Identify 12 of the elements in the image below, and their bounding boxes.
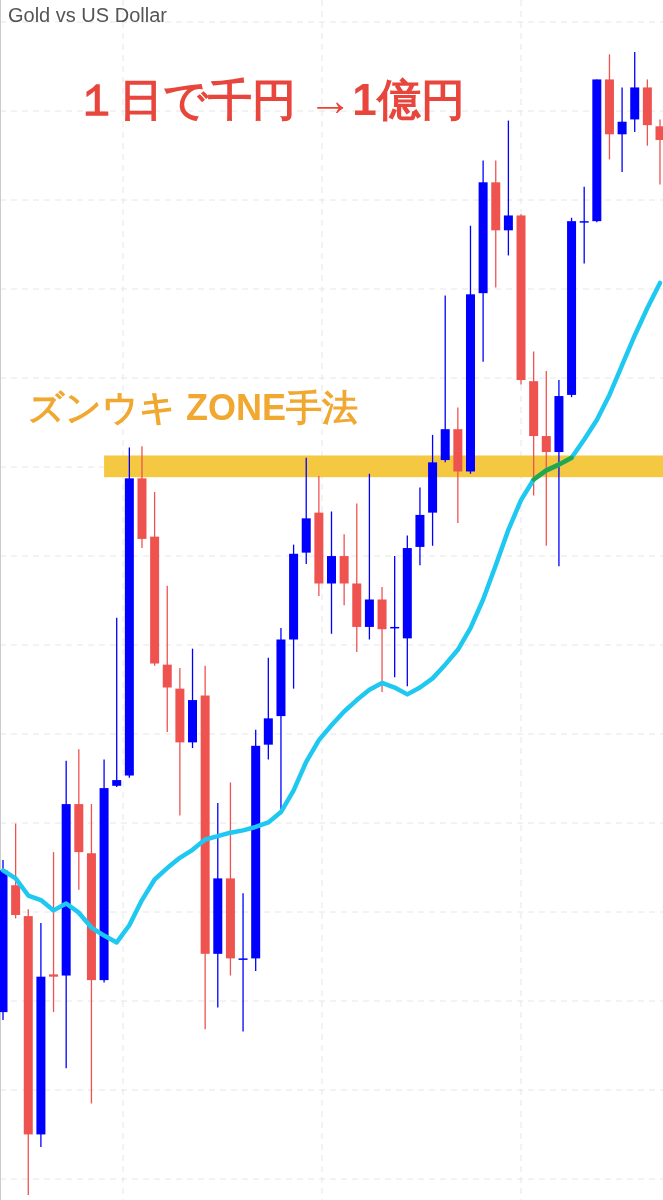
candlestick bbox=[503, 119, 513, 257]
candlestick bbox=[655, 118, 663, 186]
candlestick bbox=[579, 186, 589, 265]
chart-title: Gold vs US Dollar bbox=[8, 4, 168, 26]
candlestick bbox=[238, 892, 248, 1033]
candlestick bbox=[162, 585, 172, 733]
candlestick bbox=[112, 617, 122, 788]
candlestick bbox=[617, 86, 627, 173]
annotation: １日で千円 →1億円 bbox=[75, 75, 465, 124]
candlestick bbox=[49, 851, 59, 1013]
candlestick bbox=[541, 370, 551, 547]
band-label: ズンウキ ZONE手法 bbox=[28, 387, 359, 429]
